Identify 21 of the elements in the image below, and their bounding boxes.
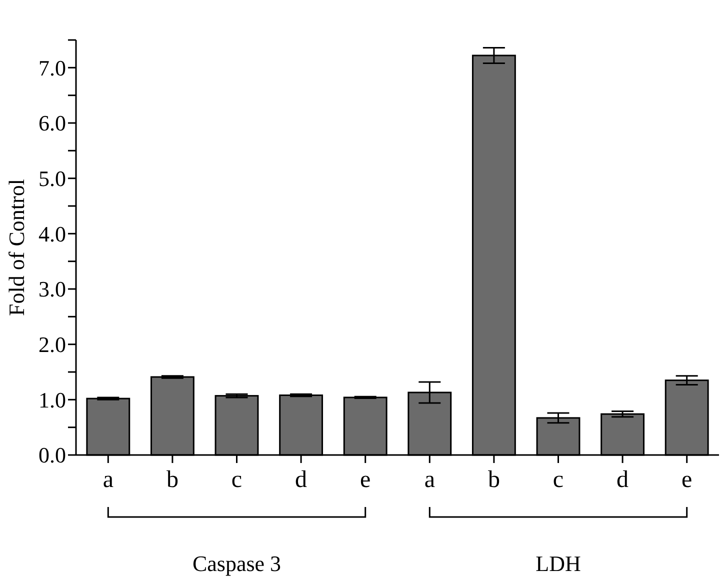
y-tick-label: 6.0 — [38, 110, 66, 136]
x-tick-label: b — [166, 467, 178, 493]
y-tick-label: 1.0 — [38, 387, 66, 412]
text: LDH — [536, 551, 581, 576]
y-axis-title: Fold of Control — [4, 179, 29, 316]
x-tick-label: c — [552, 467, 564, 493]
text: Caspase 3 — [192, 551, 282, 576]
y-tick-label: 7.0 — [38, 55, 66, 80]
y-tick-label: 3.0 — [38, 276, 66, 302]
x-tick-label: d — [616, 467, 629, 493]
x-tick-label: e — [360, 467, 371, 493]
y-tick-label: 5.0 — [38, 166, 66, 192]
x-tick-label: c — [231, 467, 242, 493]
x-tick-label: a — [424, 467, 436, 493]
y-tick-label: 2.0 — [38, 332, 66, 358]
x-tick-label: b — [488, 467, 500, 493]
x-tick-label: a — [102, 467, 114, 493]
x-tick-label: d — [295, 467, 308, 493]
y-tick-label: 0.0 — [38, 442, 66, 468]
x-tick-label: e — [682, 467, 692, 493]
y-tick-label: 4.0 — [38, 221, 66, 246]
